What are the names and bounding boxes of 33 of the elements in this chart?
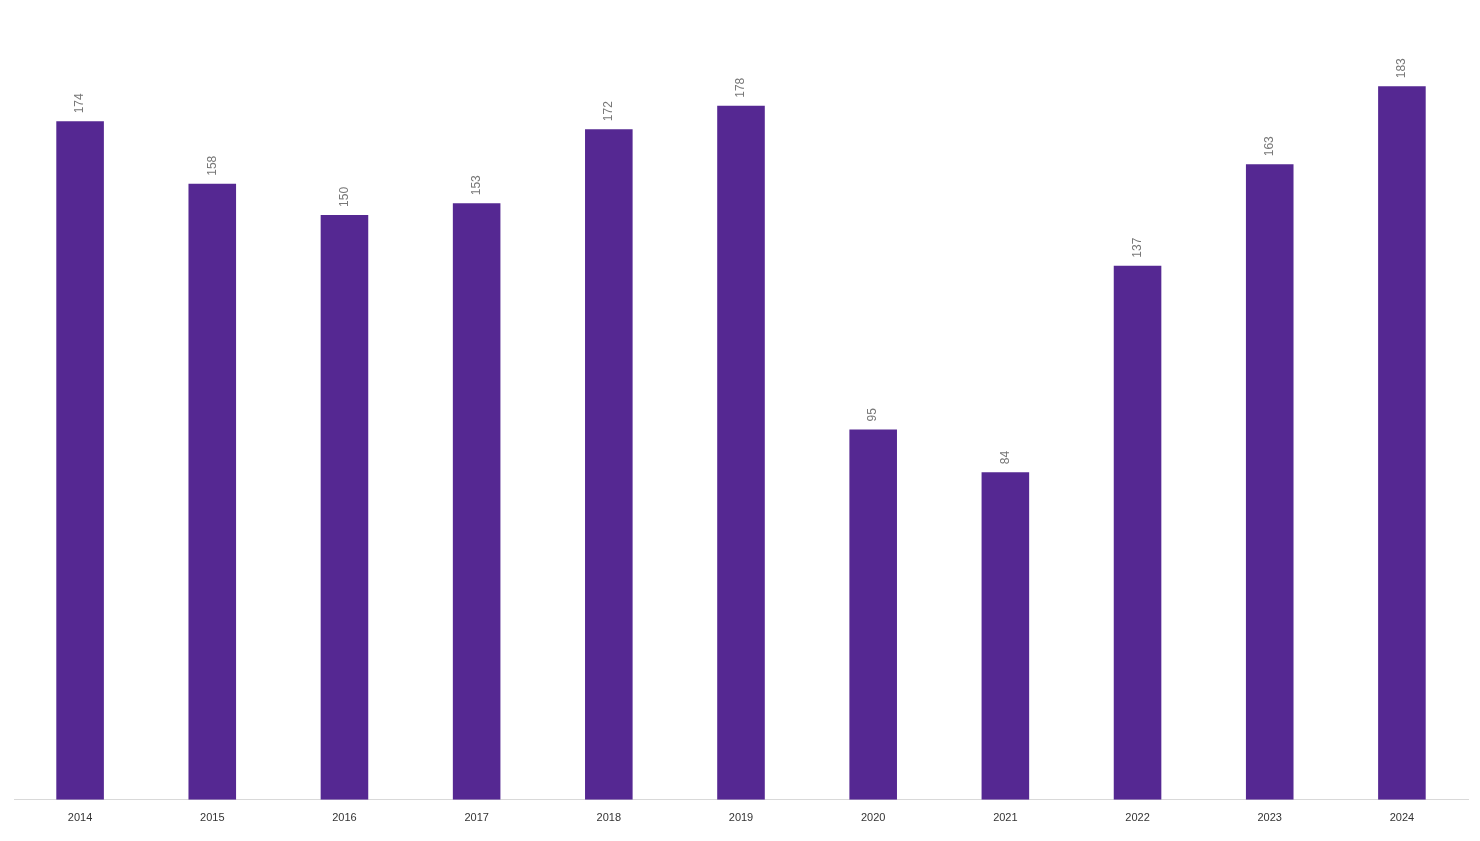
x-tick-label: 2017: [464, 811, 489, 824]
x-tick-label: 2016: [332, 811, 357, 824]
data-label: 163: [1262, 135, 1277, 157]
data-label: 183: [1394, 57, 1409, 79]
bar: [585, 129, 633, 800]
x-tick-label: 2019: [728, 811, 754, 824]
bar: [1245, 164, 1294, 800]
data-label: 174: [72, 93, 87, 114]
x-tick-label: 2014: [67, 811, 93, 824]
bar: [188, 183, 237, 800]
x-tick-label: 2023: [1257, 811, 1282, 824]
data-label: 153: [468, 174, 483, 196]
x-tick-label: 2024: [1389, 811, 1415, 824]
data-label: 137: [1129, 237, 1144, 258]
data-label: 150: [336, 186, 351, 207]
data-label: 178: [733, 77, 748, 98]
x-tick-label: 2018: [596, 811, 622, 824]
bar: [56, 121, 104, 800]
x-tick-label: 2021: [993, 811, 1018, 824]
bar: [981, 472, 1030, 800]
x-tick-label: 2015: [200, 811, 225, 824]
data-label: 84: [997, 450, 1012, 465]
bar: [1378, 86, 1426, 800]
bar: [320, 214, 369, 800]
x-tick-label: 2022: [1125, 811, 1150, 824]
data-label: 172: [601, 100, 616, 122]
bar: [1113, 265, 1162, 800]
x-tick-label: 2020: [860, 811, 886, 824]
bar: [452, 203, 501, 800]
bar: [717, 105, 765, 800]
data-label: 158: [204, 155, 219, 176]
data-label: 95: [865, 407, 880, 422]
bar: [849, 429, 897, 800]
